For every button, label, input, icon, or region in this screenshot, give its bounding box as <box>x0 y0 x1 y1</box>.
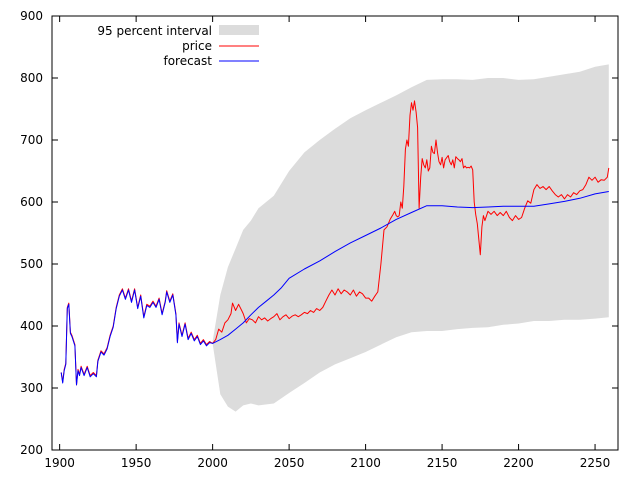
y-tick-label: 500 <box>20 257 43 271</box>
legend-label-forecast: forecast <box>163 54 212 68</box>
x-tick-label: 1950 <box>121 456 152 470</box>
y-tick-label: 700 <box>20 133 43 147</box>
y-tick-label: 900 <box>20 9 43 23</box>
legend: 95 percent interval price forecast <box>97 24 259 68</box>
x-tick-label: 2200 <box>503 456 534 470</box>
axes: 1900 1950 2000 2050 2100 2150 2200 2250 200 300 40… <box>20 9 618 470</box>
plot-area <box>60 64 610 412</box>
x-tick-label: 2050 <box>274 456 305 470</box>
x-tick-label: 2250 <box>580 456 611 470</box>
y-tick-label: 300 <box>20 381 43 395</box>
x-tick-label: 2100 <box>350 456 381 470</box>
series-line-forecast <box>60 191 609 386</box>
confidence-band <box>212 64 609 412</box>
y-tick-label: 800 <box>20 71 43 85</box>
plot-border <box>51 15 619 451</box>
legend-label-interval: 95 percent interval <box>97 24 212 38</box>
plot-frame <box>51 15 619 451</box>
legend-label-price: price <box>182 39 212 53</box>
series-line-price <box>60 100 610 386</box>
y-tick-label: 400 <box>20 319 43 333</box>
x-tick-label: 2150 <box>427 456 458 470</box>
x-tick-label: 2000 <box>197 456 228 470</box>
x-tick-label: 1900 <box>44 456 75 470</box>
legend-swatch-interval <box>219 25 259 35</box>
y-tick-label: 200 <box>20 443 43 457</box>
y-tick-label: 600 <box>20 195 43 209</box>
